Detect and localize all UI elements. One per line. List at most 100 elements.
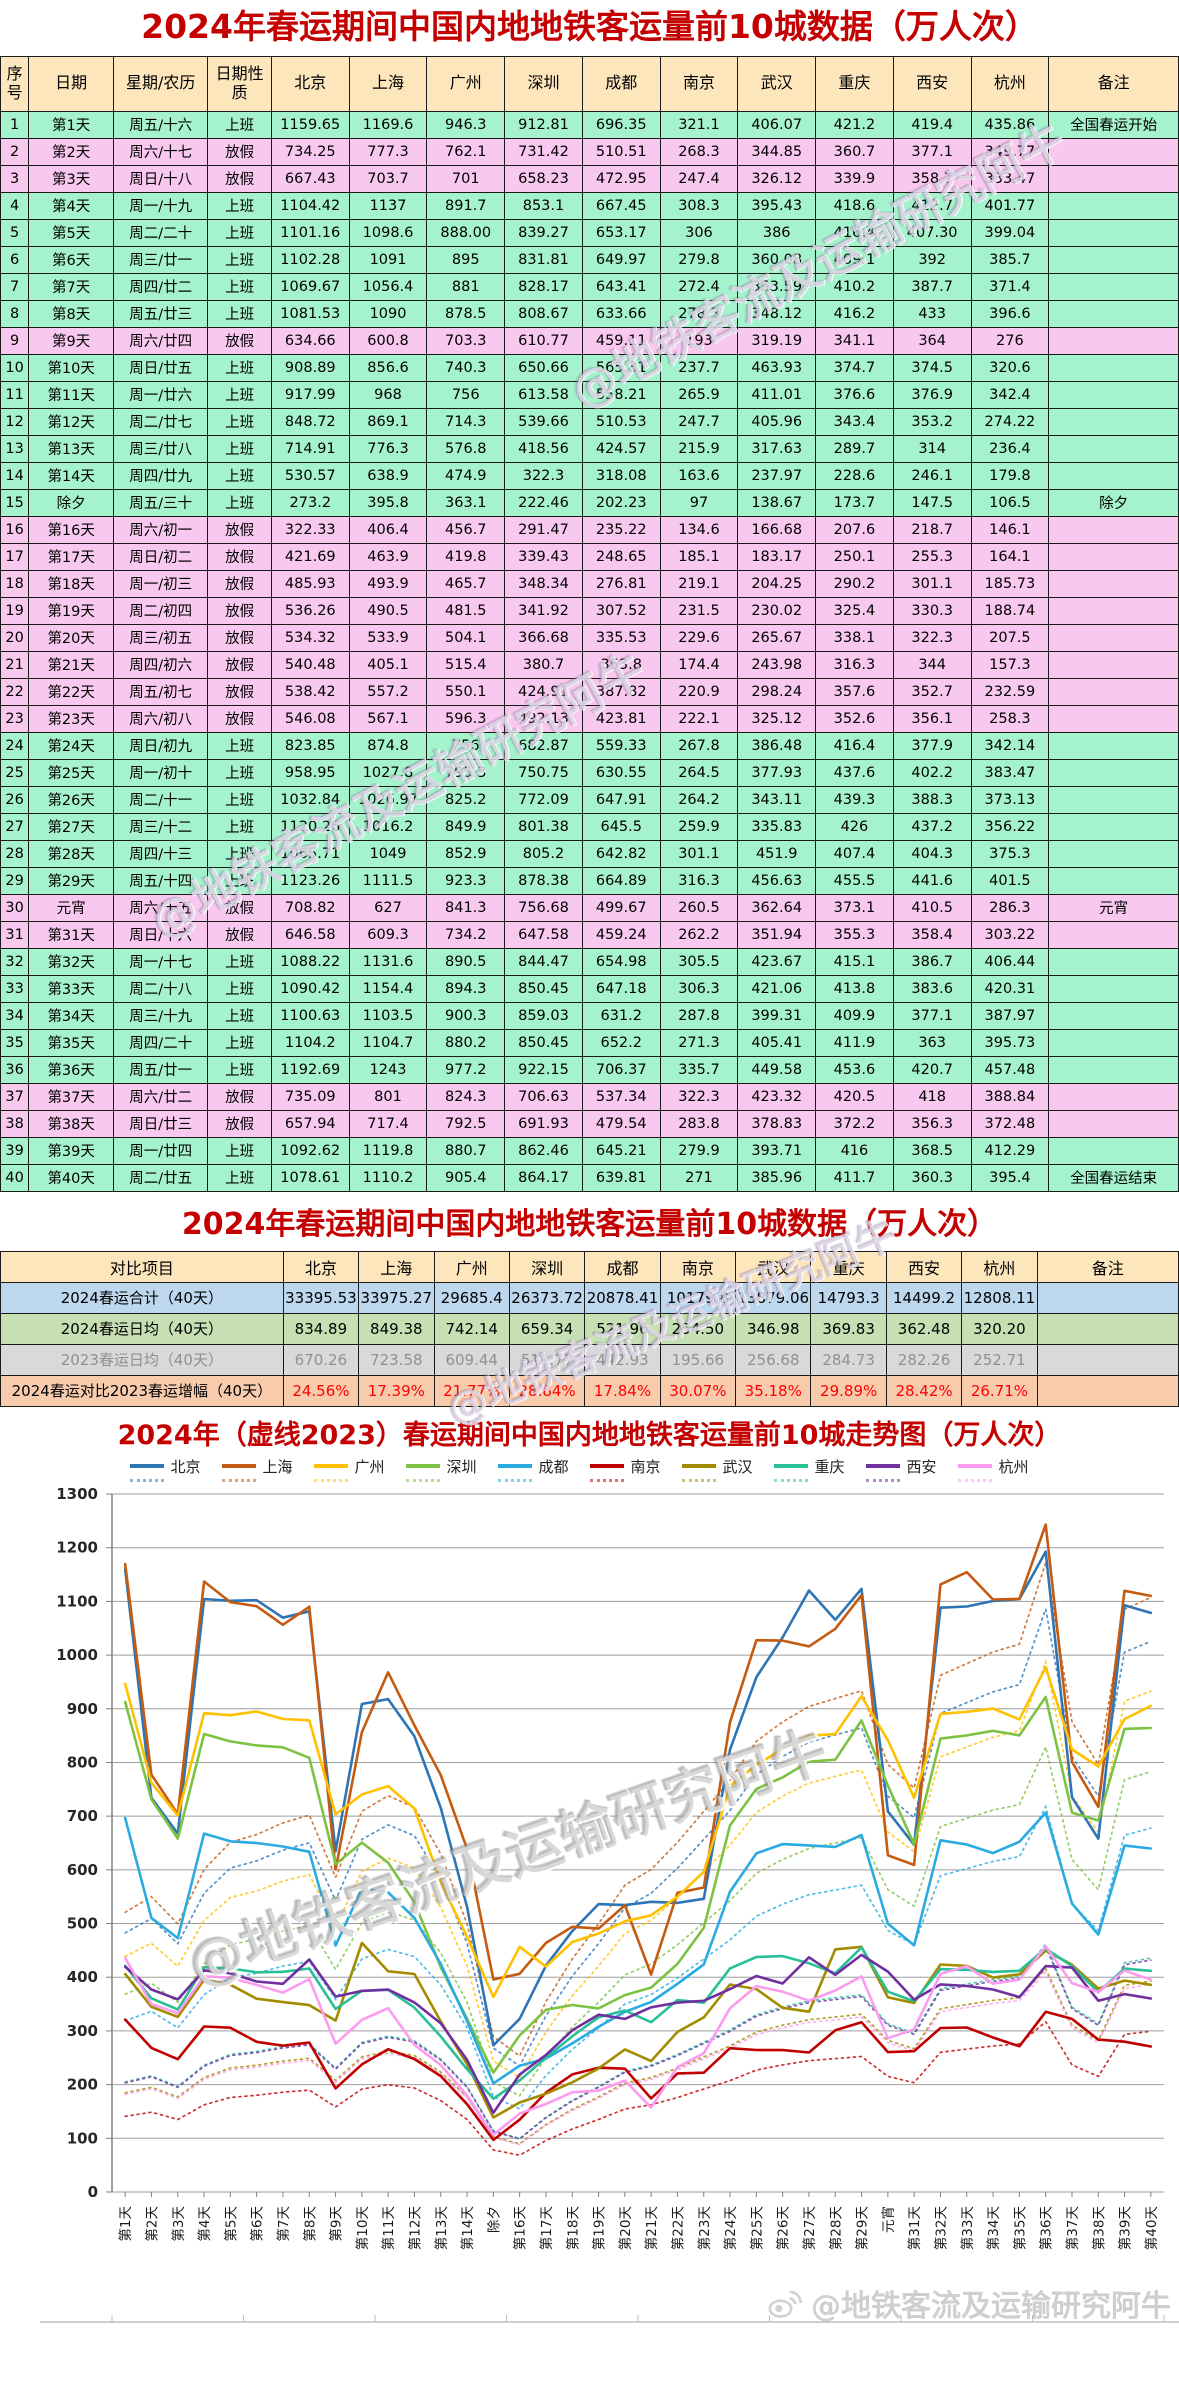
table-cell: 388.3 (892, 785, 972, 814)
legend-item-dotted (681, 1478, 774, 1482)
table-cell: 647.58 (504, 920, 583, 949)
table-cell: 630.55 (581, 758, 661, 787)
table-cell: 374.5 (892, 353, 972, 382)
table-cell: 540.48 (270, 650, 350, 679)
table-cell: 138.67 (737, 488, 817, 517)
series-2024-南京 (123, 2009, 1153, 2141)
table-cell: 第25天 (28, 758, 115, 787)
x-axis-tick-label: 第29天 (854, 2205, 871, 2250)
table-cell: 878.5 (426, 299, 506, 328)
table-cell: 第40天 (28, 1163, 115, 1192)
summary-remark-cell (1036, 1281, 1179, 1314)
table-cell: 17 (0, 542, 30, 571)
table-cell: 320.6 (970, 353, 1050, 382)
table-cell: 756 (426, 731, 506, 760)
table-cell (1048, 326, 1179, 355)
table-cell: 周二/十一 (113, 785, 209, 814)
table-cell: 1111.5 (348, 866, 428, 895)
table-cell: 第29天 (28, 866, 115, 895)
table-cell: 除夕 (1048, 488, 1179, 517)
legend-dotted-swatch (957, 1478, 992, 1482)
table-cell: 第18天 (28, 569, 115, 598)
table-cell: 388.84 (970, 1082, 1050, 1111)
table-cell: 894.3 (426, 974, 506, 1003)
table-cell: 701 (426, 164, 506, 193)
y-axis-tick-label: 1300 (56, 1485, 98, 1503)
table-cell: 243.98 (737, 650, 817, 679)
column-header: 西安 (892, 55, 972, 112)
table-cell: 185.73 (970, 569, 1050, 598)
table-cell: 844.47 (504, 947, 583, 976)
table-cell: 946.3 (426, 110, 506, 139)
table-cell: 358.7 (892, 164, 972, 193)
table-cell: 1169.6 (348, 110, 428, 139)
x-axis-tick-label: 第40天 (1143, 2205, 1160, 2250)
table-cell: 20 (0, 623, 30, 652)
table-cell: 222.46 (504, 488, 583, 517)
x-axis-tick-label: 第22天 (669, 2205, 686, 2250)
table-cell: 316.3 (659, 866, 739, 895)
table-cell: 645.5 (581, 812, 661, 841)
column-header: 备注 (1036, 1250, 1179, 1283)
table-cell: 481.5 (426, 596, 506, 625)
table-cell: 385.96 (737, 1163, 817, 1192)
table-cell: 上班 (207, 866, 272, 895)
summary-remark-cell (1036, 1312, 1179, 1345)
column-header: 序号 (0, 55, 30, 112)
legend-label: 深圳 (446, 1457, 477, 1476)
table-cell: 455.5 (815, 866, 894, 895)
table-cell: 908.89 (270, 353, 350, 382)
table-cell (1048, 434, 1179, 463)
table-cell: 848.72 (270, 407, 350, 436)
table-cell: 271 (659, 1163, 739, 1192)
summary-cell: 346.98 (735, 1312, 812, 1345)
trend-chart-section: 2024年（虚线2023）春运期间中国内地地铁客运量前10城走势图（万人次） 北… (0, 1413, 1179, 2329)
table-cell: 259.9 (659, 812, 739, 841)
table-cell: 358.4 (892, 920, 972, 949)
table-cell (1048, 515, 1179, 544)
legend-line-swatch (221, 1464, 256, 1468)
table-cell: 559.33 (581, 731, 661, 760)
table-cell: 410.2 (815, 272, 894, 301)
legend-item-dotted (589, 1478, 682, 1482)
table-row: 35 第35天 周四/二十 上班 1104.2 1104.7 880.2 850.45 652.… (0, 1028, 1179, 1057)
table-cell: 377.1 (892, 137, 972, 166)
table-cell: 周二/初四 (113, 596, 209, 625)
table-cell: 1049 (348, 839, 428, 868)
chart-legend-2024: 北京 上海 广州 深圳 成都 南京 武汉 重庆 西安 杭州 (0, 1456, 1179, 1477)
table-cell (1048, 866, 1179, 895)
table-cell (1048, 191, 1179, 220)
table-cell: 881 (426, 272, 506, 301)
table-cell (1048, 272, 1179, 301)
table-cell: 上班 (207, 1136, 272, 1165)
table-cell: 周一/廿四 (113, 1136, 209, 1165)
table-cell: 第17天 (28, 542, 115, 571)
table-cell (1048, 1082, 1179, 1111)
y-axis-tick-label: 500 (67, 1914, 98, 1932)
table-cell: 808.67 (504, 299, 583, 328)
table-cell: 650.66 (504, 353, 583, 382)
x-axis-tick-label: 第34天 (985, 2205, 1002, 2250)
table-cell: 第20天 (28, 623, 115, 652)
column-header: 杭州 (961, 1250, 1038, 1283)
table-row: 2 第2天 周六/十七 放假 734.25 777.3 762.1 731.42 510.51 2… (0, 137, 1179, 166)
table-cell: 645.21 (581, 1136, 661, 1165)
table-cell: 349.77 (970, 137, 1050, 166)
summary-cell: 26373.72 (508, 1281, 586, 1314)
table-cell: 29 (0, 866, 30, 895)
table-cell: 416.4 (815, 218, 894, 247)
table-cell: 1078.61 (270, 1163, 350, 1192)
y-axis-tick-label: 1000 (56, 1646, 98, 1664)
table-cell: 344.85 (737, 137, 817, 166)
series-2023-dotted-上海 (124, 1561, 1152, 2057)
table-cell: 416.2 (815, 299, 894, 328)
summary-cell: 28.84% (508, 1374, 586, 1407)
table-cell: 39 (0, 1136, 30, 1165)
legend-item: 西安 (865, 1456, 958, 1477)
table-cell: 1119.8 (348, 1136, 428, 1165)
table-cell: 510.53 (581, 407, 661, 436)
y-axis-tick-label: 400 (67, 1968, 98, 1986)
table-cell: 377.9 (892, 731, 972, 760)
table-cell: 859.03 (504, 1001, 583, 1030)
table-cell: 1 (0, 110, 30, 139)
